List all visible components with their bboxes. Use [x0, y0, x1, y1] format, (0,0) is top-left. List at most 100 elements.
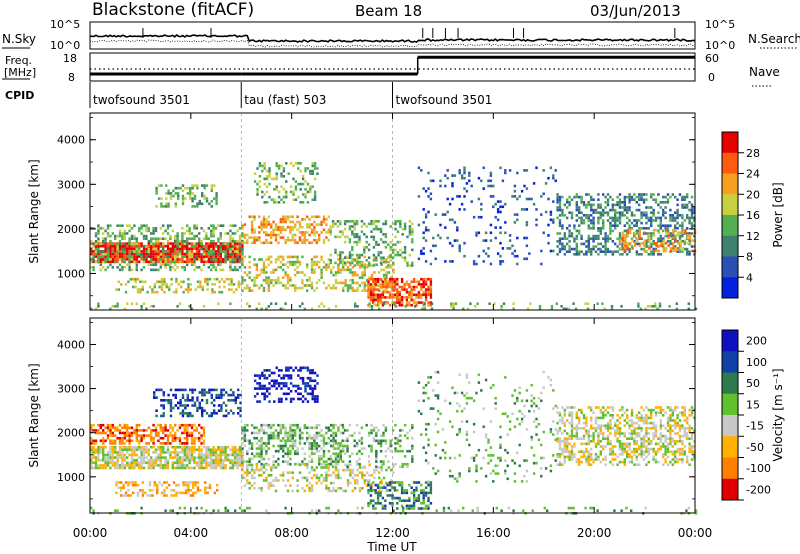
echo-cell — [315, 431, 318, 435]
echo-cell — [633, 193, 636, 196]
echo-cell — [142, 266, 146, 269]
echo-cell — [140, 448, 143, 452]
echo-cell — [327, 258, 330, 261]
echo-cell — [231, 253, 234, 256]
echo-cell — [289, 439, 292, 443]
echo-cell — [690, 208, 694, 212]
echo-cell — [647, 232, 650, 235]
echo-cell — [215, 388, 218, 392]
echo-cell — [654, 201, 658, 204]
echo-cell — [609, 208, 612, 212]
echo-cell — [212, 453, 215, 457]
echo-cell — [181, 442, 184, 445]
echo-cell — [400, 303, 404, 307]
echo-cell — [253, 374, 257, 377]
echo-cell — [638, 195, 641, 199]
echo-cell — [253, 258, 256, 261]
echo-cell — [193, 448, 196, 452]
echo-cell — [142, 302, 146, 305]
echo-cell — [494, 215, 497, 219]
echo-cell — [310, 281, 314, 285]
echo-cell — [322, 218, 326, 221]
echo-cell — [213, 388, 216, 392]
echo-cell — [308, 279, 311, 282]
echo-cell — [659, 227, 662, 230]
echo-cell — [169, 224, 172, 227]
noise-right-tick-bottom: 10^0 — [705, 39, 735, 52]
echo-cell — [406, 261, 409, 265]
echo-cell — [193, 461, 196, 465]
echo-cell — [97, 451, 100, 454]
echo-cell — [375, 256, 378, 259]
echo-cell — [304, 384, 307, 388]
echo-cell — [354, 281, 357, 285]
echo-cell — [174, 404, 177, 407]
echo-cell — [609, 216, 612, 220]
echo-cell — [558, 242, 562, 246]
echo-cell — [138, 434, 141, 437]
echo-cell — [212, 464, 215, 467]
echo-cell — [181, 202, 185, 206]
echo-cell — [645, 245, 648, 248]
echo-cell — [596, 302, 599, 305]
echo-cell — [343, 227, 347, 231]
echo-cell — [296, 228, 299, 232]
echo-cell — [114, 247, 117, 251]
echo-cell — [640, 193, 643, 196]
echo-cell — [337, 447, 340, 450]
echo-cell — [192, 483, 195, 487]
echo-cell — [241, 279, 244, 282]
echo-cell — [162, 393, 165, 397]
echo-cell — [681, 214, 684, 217]
echo-cell — [114, 260, 117, 264]
echo-cell — [202, 263, 206, 266]
echo-cell — [160, 285, 164, 289]
echo-cell — [348, 225, 352, 228]
echo-cell — [396, 290, 399, 294]
echo-cell — [222, 451, 225, 454]
echo-cell — [644, 307, 647, 311]
echo-cell — [207, 250, 210, 253]
echo-cell — [353, 235, 356, 239]
echo-cell — [686, 214, 689, 217]
echo-cell — [157, 237, 160, 240]
echo-cell — [344, 284, 347, 287]
echo-cell — [342, 281, 345, 285]
echo-cell — [499, 254, 502, 258]
echo-cell — [216, 483, 219, 487]
echo-cell — [178, 250, 182, 253]
echo-cell — [226, 453, 230, 457]
echo-cell — [616, 203, 619, 207]
echo-cell — [111, 257, 114, 261]
echo-cell — [200, 240, 203, 243]
echo-cell — [213, 290, 216, 294]
echo-cell — [590, 250, 593, 253]
echo-cell — [99, 458, 102, 462]
echo-cell — [267, 258, 270, 261]
echo-cell — [614, 211, 617, 214]
echo-cell — [274, 476, 278, 480]
echo-cell — [232, 412, 235, 415]
echo-cell — [580, 198, 583, 201]
echo-cell — [681, 229, 684, 233]
echo-cell — [94, 250, 98, 253]
echo-cell — [189, 288, 192, 291]
echo-cell — [408, 293, 411, 297]
echo-cell — [650, 245, 653, 248]
echo-cell — [267, 284, 270, 287]
echo-cell — [346, 289, 350, 292]
echo-cell — [393, 296, 397, 299]
echo-cell — [558, 232, 562, 235]
echo-cell — [207, 448, 210, 452]
echo-cell — [166, 263, 170, 266]
echo-cell — [303, 231, 306, 234]
echo-cell — [193, 245, 196, 248]
echo-cell — [212, 247, 215, 251]
echo-cell — [232, 399, 235, 402]
echo-cell — [111, 247, 114, 251]
echo-cell — [255, 263, 259, 266]
echo-cell — [375, 243, 378, 246]
echo-cell — [134, 280, 137, 284]
echo-cell — [662, 241, 665, 245]
echo-cell — [284, 263, 287, 266]
